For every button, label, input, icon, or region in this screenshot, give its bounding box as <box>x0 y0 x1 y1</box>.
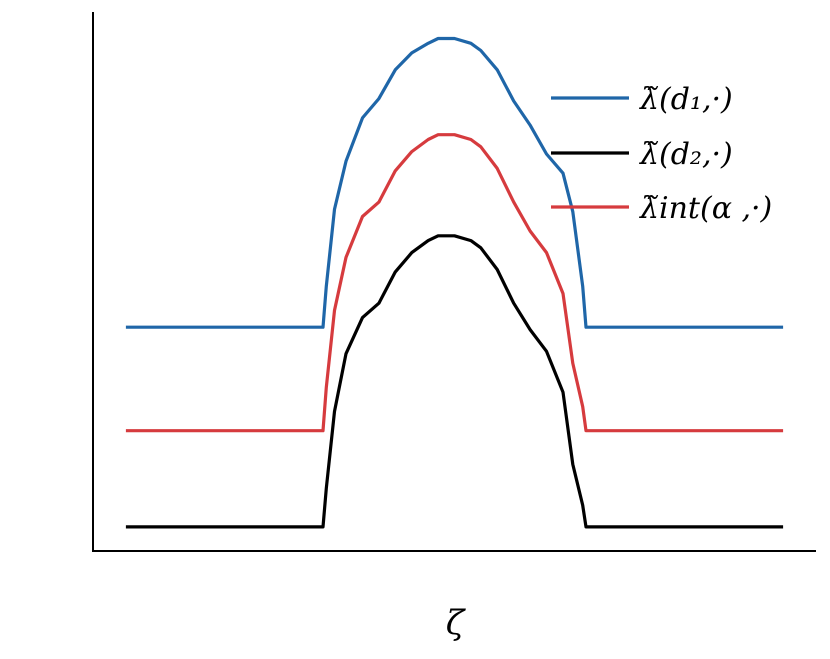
series-lines <box>125 36 784 529</box>
legend-label-series-1: λ̃(d₁,·) <box>639 82 733 117</box>
series-line-3 <box>125 133 784 433</box>
series-line-2 <box>125 234 784 529</box>
series-line-1 <box>125 36 784 329</box>
x-axis-label: ζ <box>446 603 467 643</box>
legend-label-series-3: λ̃int(α ,·) <box>639 191 772 226</box>
legend: λ̃(d₁,·) λ̃(d₂,·) λ̃int(α ,·) <box>551 82 772 226</box>
axes <box>92 12 816 552</box>
legend-label-series-2: λ̃(d₂,·) <box>639 137 733 172</box>
